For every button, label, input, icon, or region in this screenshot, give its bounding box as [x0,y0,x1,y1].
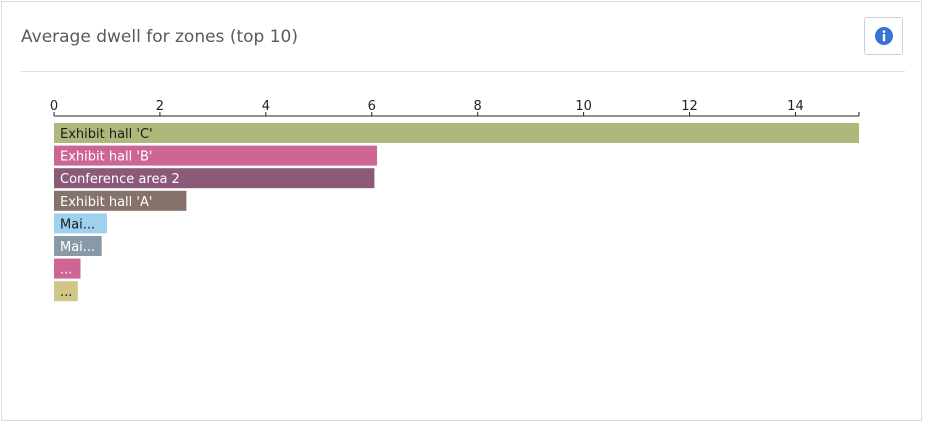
bar-label: Exhibit hall 'A' [60,195,152,210]
bar [54,190,187,211]
card-title: Average dwell for zones (top 10) [21,27,298,47]
x-tick-label: 14 [787,99,804,114]
x-tick-label: 8 [474,99,482,114]
x-tick-label: 2 [156,99,164,114]
bar-label: Conference area 2 [60,172,180,187]
bar [54,168,375,189]
bar [54,281,78,302]
bar-label: Exhibit hall 'B' [60,150,152,165]
bar [54,145,378,166]
bar [54,123,859,143]
bar [54,236,102,256]
bar-label: Mai... [60,240,95,255]
bar [54,258,81,279]
x-tick-label: 4 [262,99,270,114]
bar-label: ... [60,285,72,300]
info-icon [874,27,893,45]
x-tick-label: 6 [368,99,376,114]
bar-label: Exhibit hall 'C' [60,127,153,142]
bar [54,213,107,234]
bar-label: ... [60,263,72,278]
x-tick-label: 0 [50,99,58,114]
x-tick-label: 12 [681,99,698,114]
x-tick-label: 10 [575,99,592,114]
header-divider [21,71,905,72]
info-button[interactable] [864,17,903,55]
bar-label: Mai... [60,217,95,232]
